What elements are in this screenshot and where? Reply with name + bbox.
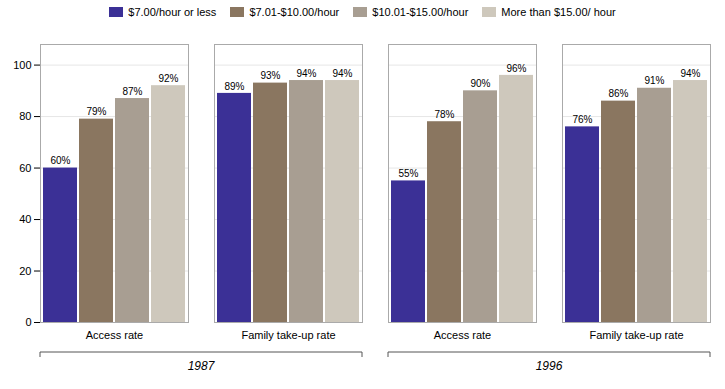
svg-text:100: 100 bbox=[13, 59, 31, 71]
svg-text:93%: 93% bbox=[260, 70, 280, 81]
svg-text:Family take-up rate: Family take-up rate bbox=[241, 329, 335, 341]
svg-text:96%: 96% bbox=[506, 63, 526, 74]
svg-text:Access rate: Access rate bbox=[434, 329, 491, 341]
svg-text:Family take-up rate: Family take-up rate bbox=[589, 329, 683, 341]
svg-text:20: 20 bbox=[19, 265, 31, 277]
svg-text:0: 0 bbox=[25, 316, 31, 328]
svg-text:60: 60 bbox=[19, 162, 31, 174]
svg-text:89%: 89% bbox=[224, 81, 244, 92]
svg-text:94%: 94% bbox=[332, 68, 352, 79]
svg-text:79%: 79% bbox=[86, 106, 106, 117]
html-text:$7.01-$10.00/hour: $7.01-$10.00/hour bbox=[249, 6, 340, 18]
svg-text:40: 40 bbox=[19, 213, 31, 225]
svg-text:1987: 1987 bbox=[188, 359, 216, 373]
svg-text:94%: 94% bbox=[296, 68, 316, 79]
svg-text:78%: 78% bbox=[434, 109, 454, 120]
svg-text:94%: 94% bbox=[680, 68, 700, 79]
svg-text:90%: 90% bbox=[470, 78, 490, 89]
svg-text:Access rate: Access rate bbox=[86, 329, 143, 341]
html-text:$7.00/hour or less: $7.00/hour or less bbox=[128, 6, 217, 18]
svg-text:60%: 60% bbox=[50, 155, 70, 166]
svg-text:76%: 76% bbox=[572, 114, 592, 125]
svg-text:87%: 87% bbox=[122, 86, 142, 97]
html-text:$10.01-$15.00/hour: $10.01-$15.00/hour bbox=[372, 6, 469, 18]
svg-text:92%: 92% bbox=[158, 73, 178, 84]
svg-text:86%: 86% bbox=[608, 88, 628, 99]
svg-text:91%: 91% bbox=[644, 75, 664, 86]
svg-text:55%: 55% bbox=[398, 168, 418, 179]
svg-text:1996: 1996 bbox=[536, 359, 563, 373]
html-text:More than $15.00/ hour: More than $15.00/ hour bbox=[501, 6, 616, 18]
svg-text:80: 80 bbox=[19, 110, 31, 122]
